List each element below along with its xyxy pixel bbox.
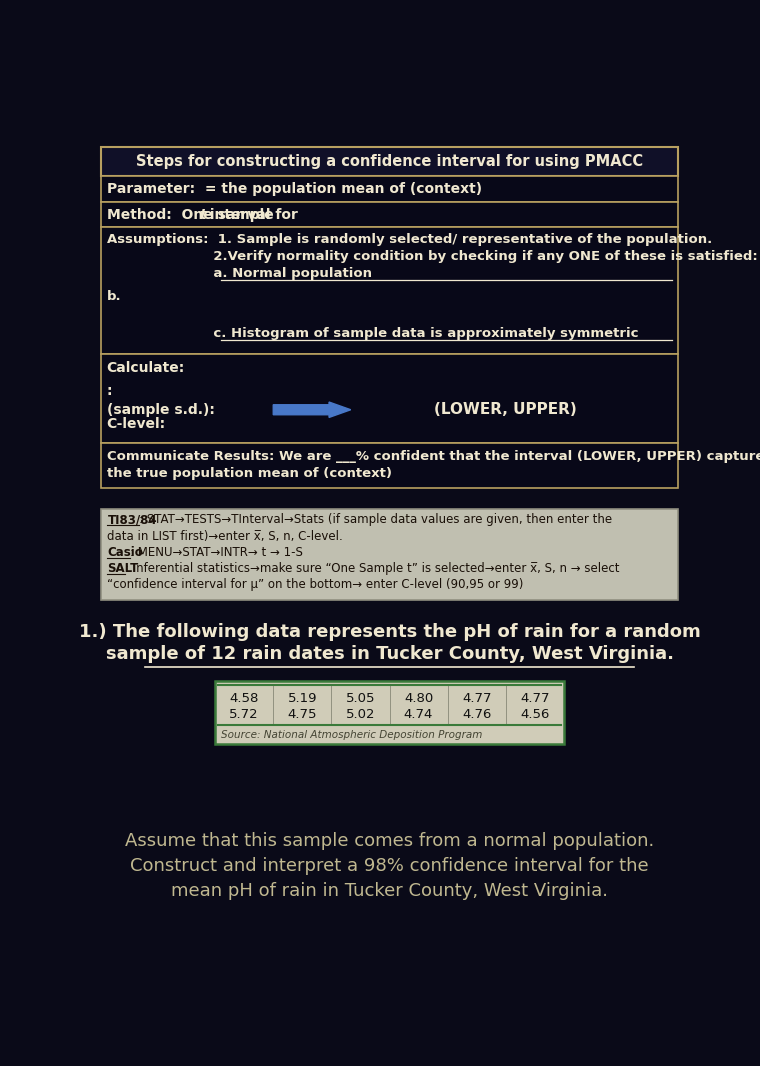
Text: 2.Verify normality condition by checking if any ONE of these is satisfied:: 2.Verify normality condition by checking… bbox=[106, 251, 758, 263]
Text: Assumptions:  1. Sample is randomly selected/ representative of the population.: Assumptions: 1. Sample is randomly selec… bbox=[106, 233, 712, 246]
Text: 4.77: 4.77 bbox=[462, 692, 492, 705]
Text: the true population mean of (context): the true population mean of (context) bbox=[106, 467, 391, 480]
Text: 5.72: 5.72 bbox=[230, 708, 259, 722]
Text: Steps for constructing a confidence interval for using PMACC: Steps for constructing a confidence inte… bbox=[136, 155, 643, 169]
Text: “confidence interval for μ” on the bottom→ enter C-level (90,95 or 99): “confidence interval for μ” on the botto… bbox=[107, 578, 524, 591]
Text: 4.76: 4.76 bbox=[462, 708, 492, 722]
Text: 4.77: 4.77 bbox=[520, 692, 549, 705]
Text: 5.05: 5.05 bbox=[346, 692, 375, 705]
Text: Source: National Atmospheric Deposition Program: Source: National Atmospheric Deposition … bbox=[221, 730, 483, 740]
Text: : STAT→TESTS→TInterval→Stats (if sample data values are given, then enter the: : STAT→TESTS→TInterval→Stats (if sample … bbox=[139, 514, 612, 527]
Text: interval for: interval for bbox=[205, 208, 298, 222]
Text: Parameter:  = the population mean of (context): Parameter: = the population mean of (con… bbox=[106, 182, 482, 196]
Text: b.: b. bbox=[106, 290, 122, 303]
Text: sample of 12 rain dates in Tucker County, West Virginia.: sample of 12 rain dates in Tucker County… bbox=[106, 645, 673, 663]
Text: Communicate Results: We are ___% confident that the interval (LOWER, UPPER) capt: Communicate Results: We are ___% confide… bbox=[106, 450, 760, 464]
Text: Casio: Casio bbox=[107, 546, 143, 559]
Text: (LOWER, UPPER): (LOWER, UPPER) bbox=[435, 402, 577, 417]
Bar bbox=[101, 354, 678, 442]
Bar bbox=[101, 442, 678, 487]
Text: Method:  One sample: Method: One sample bbox=[106, 208, 278, 222]
Text: 4.56: 4.56 bbox=[520, 708, 549, 722]
Text: a. Normal population: a. Normal population bbox=[106, 266, 372, 280]
Text: 4.75: 4.75 bbox=[287, 708, 317, 722]
Bar bbox=[101, 177, 678, 201]
Text: data in LIST first)→enter x̅, S, n, C-level.: data in LIST first)→enter x̅, S, n, C-le… bbox=[107, 530, 344, 543]
Text: C-level:: C-level: bbox=[106, 418, 166, 432]
Text: :: : bbox=[106, 384, 112, 399]
Text: Construct and interpret a 98% confidence interval for the: Construct and interpret a 98% confidence… bbox=[130, 857, 649, 875]
Text: : Inferential statistics→make sure “One Sample t” is selected→enter x̅, S, n → s: : Inferential statistics→make sure “One … bbox=[125, 562, 620, 575]
Text: t: t bbox=[200, 208, 206, 222]
Text: 5.19: 5.19 bbox=[287, 692, 317, 705]
Bar bbox=[101, 201, 678, 227]
Text: Assume that this sample comes from a normal population.: Assume that this sample comes from a nor… bbox=[125, 833, 654, 851]
Text: (sample s.d.):: (sample s.d.): bbox=[106, 403, 214, 417]
Bar bbox=[101, 227, 678, 354]
Text: : MENU→STAT→INTR→ t → 1-S: : MENU→STAT→INTR→ t → 1-S bbox=[130, 546, 302, 559]
Bar bbox=[215, 681, 564, 744]
Text: 5.02: 5.02 bbox=[346, 708, 375, 722]
Text: SALT: SALT bbox=[107, 562, 138, 575]
Text: 4.80: 4.80 bbox=[404, 692, 433, 705]
Text: c. Histogram of sample data is approximately symmetric: c. Histogram of sample data is approxima… bbox=[106, 327, 638, 340]
Text: mean pH of rain in Tucker County, West Virginia.: mean pH of rain in Tucker County, West V… bbox=[171, 882, 608, 900]
Text: 4.58: 4.58 bbox=[230, 692, 259, 705]
Text: 1.) The following data represents the pH of rain for a random: 1.) The following data represents the pH… bbox=[78, 623, 701, 641]
Text: 4.74: 4.74 bbox=[404, 708, 433, 722]
FancyArrow shape bbox=[274, 402, 351, 418]
Text: Calculate:: Calculate: bbox=[106, 361, 185, 375]
Text: TI83/84: TI83/84 bbox=[107, 514, 157, 527]
Bar bbox=[101, 510, 678, 600]
Bar bbox=[101, 147, 678, 177]
